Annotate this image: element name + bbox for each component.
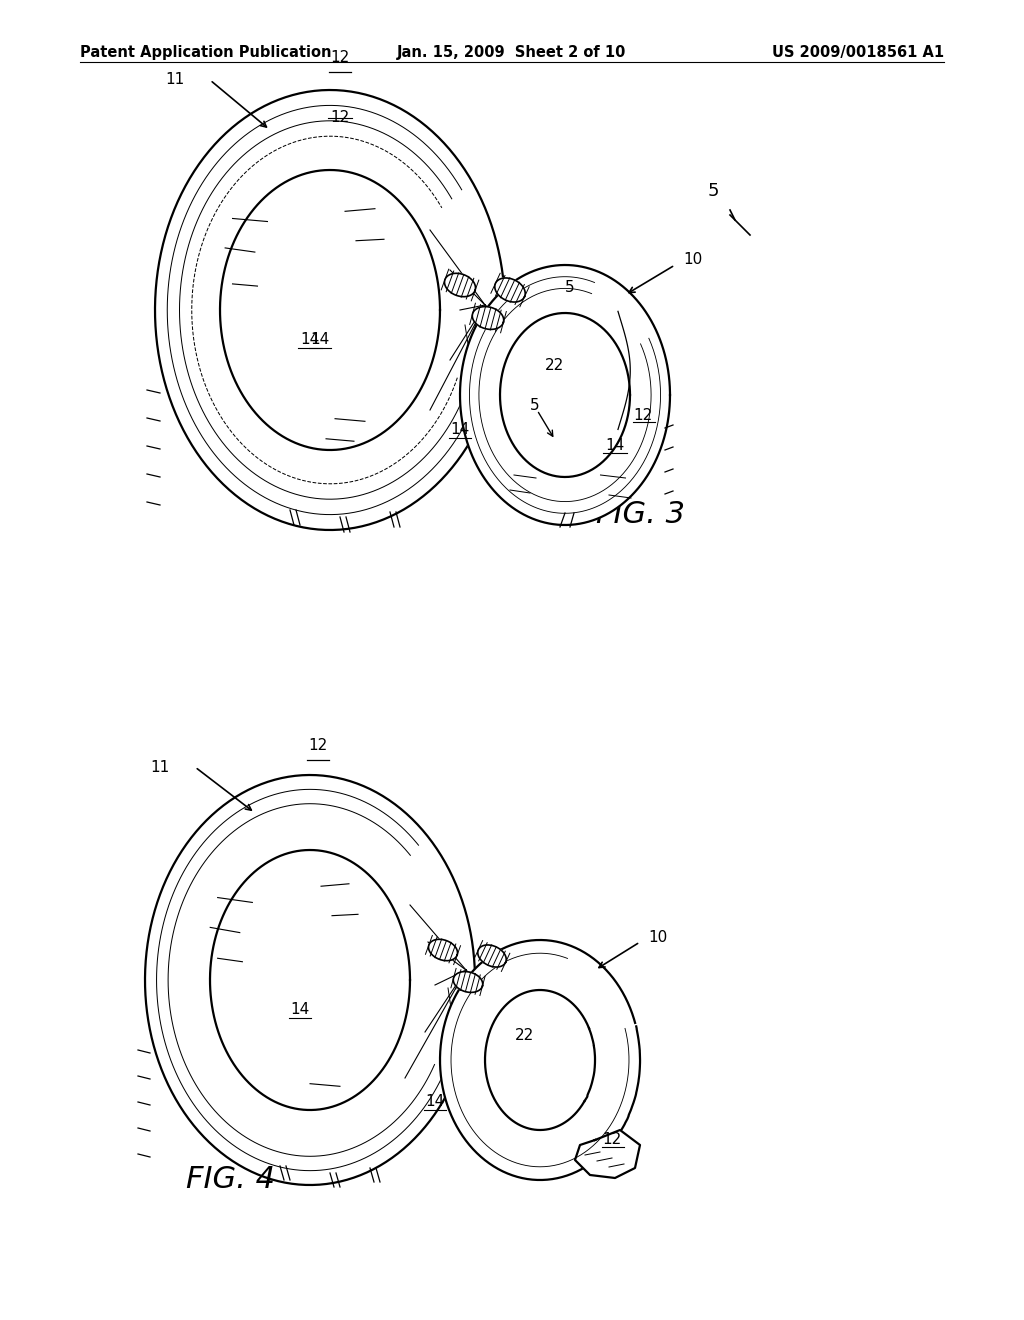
Polygon shape bbox=[444, 273, 475, 297]
Text: 11: 11 bbox=[166, 73, 185, 87]
Text: 14: 14 bbox=[291, 1002, 309, 1018]
Text: FIG. 4: FIG. 4 bbox=[185, 1166, 274, 1195]
Polygon shape bbox=[495, 279, 525, 302]
Text: 12: 12 bbox=[331, 110, 349, 125]
Text: 14: 14 bbox=[300, 333, 319, 347]
Text: 12: 12 bbox=[308, 738, 328, 752]
Text: 5: 5 bbox=[565, 280, 574, 294]
Text: FIG. 3: FIG. 3 bbox=[596, 500, 684, 529]
Text: 10: 10 bbox=[683, 252, 702, 268]
Polygon shape bbox=[428, 940, 458, 961]
Text: 5: 5 bbox=[530, 397, 540, 412]
Text: 12: 12 bbox=[633, 408, 652, 422]
Text: 10: 10 bbox=[648, 931, 668, 945]
Polygon shape bbox=[460, 265, 670, 525]
Text: 22: 22 bbox=[546, 358, 564, 372]
Polygon shape bbox=[440, 940, 640, 1180]
Text: 5: 5 bbox=[708, 182, 719, 201]
Text: 14: 14 bbox=[451, 422, 470, 437]
Polygon shape bbox=[454, 972, 482, 993]
Text: 14: 14 bbox=[425, 1094, 444, 1110]
Text: US 2009/0018561 A1: US 2009/0018561 A1 bbox=[772, 45, 944, 59]
Polygon shape bbox=[478, 945, 506, 968]
Text: Patent Application Publication: Patent Application Publication bbox=[80, 45, 332, 59]
Text: Jan. 15, 2009  Sheet 2 of 10: Jan. 15, 2009 Sheet 2 of 10 bbox=[397, 45, 627, 59]
Polygon shape bbox=[575, 1130, 640, 1177]
Text: 14: 14 bbox=[310, 333, 330, 347]
Text: 12: 12 bbox=[602, 1133, 622, 1147]
Text: 14: 14 bbox=[605, 437, 625, 453]
Text: 12: 12 bbox=[331, 50, 349, 65]
Polygon shape bbox=[472, 306, 504, 330]
Text: 22: 22 bbox=[515, 1027, 535, 1043]
Text: 11: 11 bbox=[151, 759, 170, 775]
